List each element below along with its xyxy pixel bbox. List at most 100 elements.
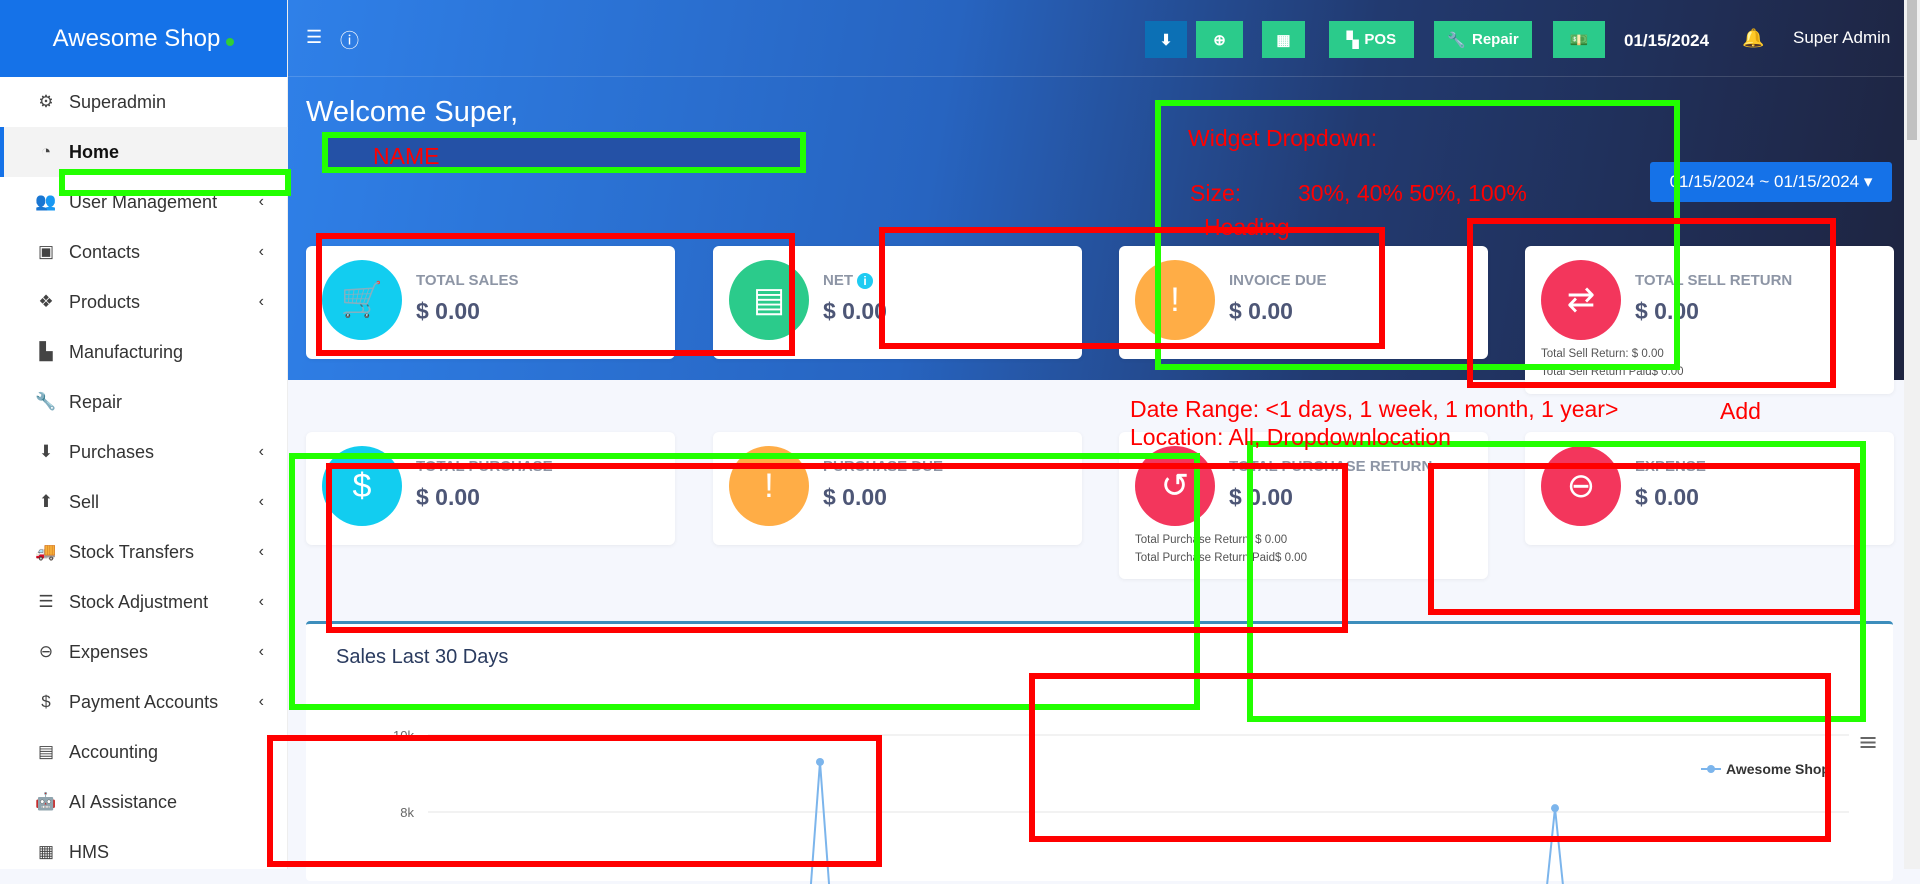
sidebar-item-manufacturing[interactable]: ▙ Manufacturing xyxy=(0,327,288,377)
scrollbar-thumb[interactable] xyxy=(1907,0,1917,140)
button-label: Repair xyxy=(1472,31,1519,48)
sidebar-item-label: HMS xyxy=(69,841,109,862)
sidebar-item-label: Manufacturing xyxy=(69,341,184,362)
sidebar-item-user-management[interactable]: 👥 User Management ‹ xyxy=(0,177,288,227)
brand-name: Awesome Shop xyxy=(52,24,221,52)
sidebar-item-label: Sell xyxy=(69,491,100,512)
sidebar-item-label: Stock Transfers xyxy=(69,541,195,562)
info-icon[interactable]: ⓘ xyxy=(340,31,360,52)
pos-icon: ▚ xyxy=(1346,31,1359,49)
annotation-size-options: 30%, 40% 50%, 100% xyxy=(1298,180,1527,206)
users-cog-icon: ⚙ xyxy=(38,92,54,111)
legend-label: Awesome Shop xyxy=(1726,761,1830,777)
sidebar-item-products[interactable]: ❖ Products ‹ xyxy=(0,277,288,327)
bell-icon[interactable]: 🔔 xyxy=(1742,28,1765,48)
chevron-left-icon: ‹ xyxy=(258,543,264,560)
database-icon: ☰ xyxy=(38,592,54,611)
sidebar-item-stock-transfers[interactable]: 🚚 Stock Transfers ‹ xyxy=(0,527,288,577)
annotation-box-red-3 xyxy=(1467,218,1836,388)
data-point xyxy=(1551,804,1559,813)
sidebar-item-label: Home xyxy=(69,141,120,162)
sidebar-item-sell[interactable]: ⬆ Sell ‹ xyxy=(0,477,288,527)
user-menu[interactable]: Super Admin xyxy=(1793,28,1891,47)
annotation-box-red-6 xyxy=(267,735,882,867)
sidebar-item-label: Accounting xyxy=(69,741,159,762)
stat-card-total-sales: 🛒 TOTAL SALES $ 0.00 xyxy=(306,246,675,359)
top-navbar: ☰ ⓘ xyxy=(288,0,1904,77)
minus-circle-icon: ⊖ xyxy=(38,642,54,661)
sidebar-item-label: Contacts xyxy=(69,241,141,262)
header-date: 01/15/2024 xyxy=(1624,31,1710,50)
sidebar-item-accounting[interactable]: ▤ Accounting xyxy=(0,727,288,777)
calculator-icon: ▦ xyxy=(1276,31,1291,49)
cubes-icon: ❖ xyxy=(38,292,54,311)
card-value: $ 0.00 xyxy=(1635,298,1699,324)
exclamation-icon: ! xyxy=(729,446,809,526)
add-icon: ⊕ xyxy=(1213,31,1226,49)
annotation-location: Location: All, Dropdownlocation xyxy=(1130,424,1451,450)
sidebar-item-home[interactable]: ◔ Home xyxy=(0,127,288,177)
repair-icon: 🔧 xyxy=(1447,31,1466,49)
sidebar-item-hms[interactable]: ▦ HMS xyxy=(0,827,288,877)
download-button[interactable]: ⬇ xyxy=(1145,21,1187,58)
exchange-icon: ⇄ xyxy=(1541,260,1621,340)
cash-icon: 💵 xyxy=(1569,31,1589,49)
annotation-date-range: Date Range: <1 days, 1 week, 1 month, 1 … xyxy=(1130,396,1619,422)
sidebar-item-label: AI Assistance xyxy=(69,791,178,812)
pos-button[interactable]: ▚ POS xyxy=(1329,21,1414,58)
chevron-left-icon: ‹ xyxy=(258,243,264,260)
chevron-left-icon: ‹ xyxy=(258,593,264,610)
chart-title: Sales Last 30 Days xyxy=(336,646,509,668)
money-bill-icon: $ xyxy=(322,446,402,526)
sidebar: Awesome Shop ⚙ Superadmin ◔ Home 👥 User Manag… xyxy=(0,0,288,869)
sidebar-item-payment-accounts[interactable]: $ Payment Accounts ‹ xyxy=(0,677,288,727)
brand-logo[interactable]: Awesome Shop xyxy=(0,0,287,77)
sidebar-item-repair[interactable]: 🔧 Repair xyxy=(0,377,288,427)
calculator-button[interactable]: ▦ xyxy=(1262,21,1305,58)
cart-icon: 🛒 xyxy=(322,260,402,340)
repair-button[interactable]: 🔧 Repair xyxy=(1434,21,1532,58)
money-check-icon: $ xyxy=(41,692,51,711)
card-value: $ 0.00 xyxy=(823,298,887,324)
sidebar-item-label: Products xyxy=(69,291,141,312)
dashboard-icon: ◔ xyxy=(40,142,52,161)
chevron-left-icon: ‹ xyxy=(258,693,264,710)
document-icon: ▤ xyxy=(729,260,809,340)
sidebar-item-expenses[interactable]: ⊖ Expenses ‹ xyxy=(0,627,288,677)
annotation-box-row2-right xyxy=(1247,441,1866,722)
sidebar-item-contacts[interactable]: ▣ Contacts ‹ xyxy=(0,227,288,277)
sidebar-item-stock-adjustment[interactable]: ☰ Stock Adjustment ‹ xyxy=(0,577,288,627)
page-scrollbar[interactable] xyxy=(1904,0,1920,869)
sidebar-item-label: Purchases xyxy=(69,441,155,462)
date-range-filter[interactable]: 01/15/2024 ~ 01/15/2024 ▾ xyxy=(1650,162,1892,202)
annotation-box-row2-left xyxy=(289,453,1200,710)
sidebar-item-ai-assistance[interactable]: 🤖 AI Assistance xyxy=(0,777,288,827)
welcome-heading: Welcome Super, xyxy=(306,96,519,128)
menu-toggle-icon[interactable]: ☰ xyxy=(306,27,323,47)
annotation-box-red-5 xyxy=(1428,463,1860,615)
annotation-size: Size: xyxy=(1190,180,1242,206)
sidebar-item-purchases[interactable]: ⬇ Purchases ‹ xyxy=(0,427,288,477)
online-dot xyxy=(226,37,235,46)
y-tick-label: 8k xyxy=(400,805,414,820)
annotation-heading: Heading xyxy=(1204,214,1290,240)
card-label: TOTAL SALES xyxy=(416,272,519,289)
sidebar-item-superadmin[interactable]: ⚙ Superadmin xyxy=(0,77,288,127)
sidebar-item-label: User Management xyxy=(69,191,218,212)
data-point xyxy=(816,757,824,766)
sidebar-item-label: Superadmin xyxy=(69,91,167,112)
info-icon[interactable]: i xyxy=(857,273,873,289)
chart-menu-icon[interactable]: ≡ xyxy=(1858,728,1878,756)
cash-button[interactable]: 💵 xyxy=(1553,21,1605,58)
annotation-add: Add xyxy=(1720,398,1761,424)
building-icon: ▦ xyxy=(37,842,55,861)
card-label: INVOICE DUE xyxy=(1229,272,1327,289)
sidebar-item-label: Stock Adjustment xyxy=(69,591,209,612)
arrow-circle-up-icon: ⬆ xyxy=(38,492,54,511)
stat-card-net: ▤ NET i $ 0.00 xyxy=(713,246,1082,359)
annotation-name: NAME xyxy=(373,143,440,169)
card-value: $ 0.00 xyxy=(416,298,480,324)
add-button[interactable]: ⊕ xyxy=(1196,21,1243,58)
annotation-widget-dropdown: Widget Dropdown: xyxy=(1188,125,1378,151)
